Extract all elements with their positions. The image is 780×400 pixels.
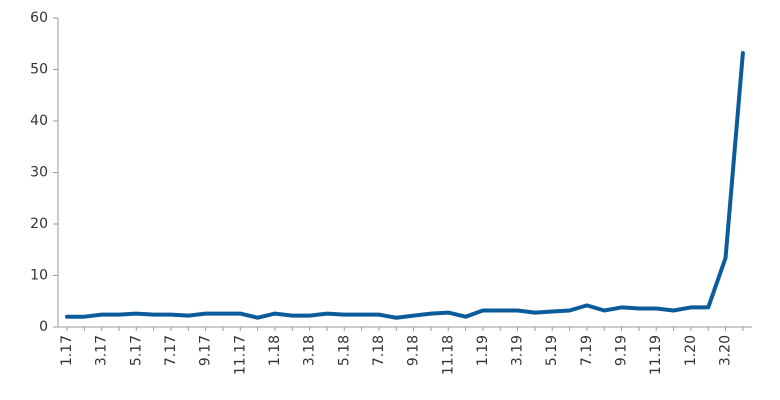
x-tick-label: 7.18 (371, 335, 387, 366)
x-tick-label: 3.18 (302, 335, 318, 366)
x-tick-label: 9.17 (198, 335, 214, 366)
x-tick-label: 7.19 (579, 335, 595, 366)
x-tick-label: 1.17 (59, 335, 75, 366)
series-line (65, 51, 745, 320)
x-tick-label: 9.19 (614, 335, 630, 366)
x-tick-label: 5.19 (544, 335, 560, 366)
x-tick-label: 3.19 (510, 335, 526, 366)
x-tick-label: 11.19 (648, 335, 664, 375)
y-tick-label: 40 (30, 113, 48, 129)
x-tick-label: 3.20 (718, 335, 734, 366)
y-tick-label: 60 (30, 10, 48, 26)
x-tick-label: 5.17 (128, 335, 144, 366)
x-tick-label: 11.18 (440, 335, 456, 375)
x-tick-label: 1.20 (683, 335, 699, 366)
y-tick-label: 20 (30, 216, 48, 232)
x-tick-label: 11.17 (232, 335, 248, 375)
x-tick-label: 1.19 (475, 335, 491, 366)
x-tick-label: 5.18 (336, 335, 352, 366)
x-tick-label: 3.17 (94, 335, 110, 366)
x-tick-label: 7.17 (163, 335, 179, 366)
y-tick-label: 50 (30, 62, 48, 78)
y-tick-label: 10 (30, 268, 48, 284)
y-tick-label: 30 (30, 165, 48, 181)
x-tick-label: 1.18 (267, 335, 283, 366)
y-tick-label: 0 (39, 319, 48, 335)
x-tick-label: 9.18 (406, 335, 422, 366)
